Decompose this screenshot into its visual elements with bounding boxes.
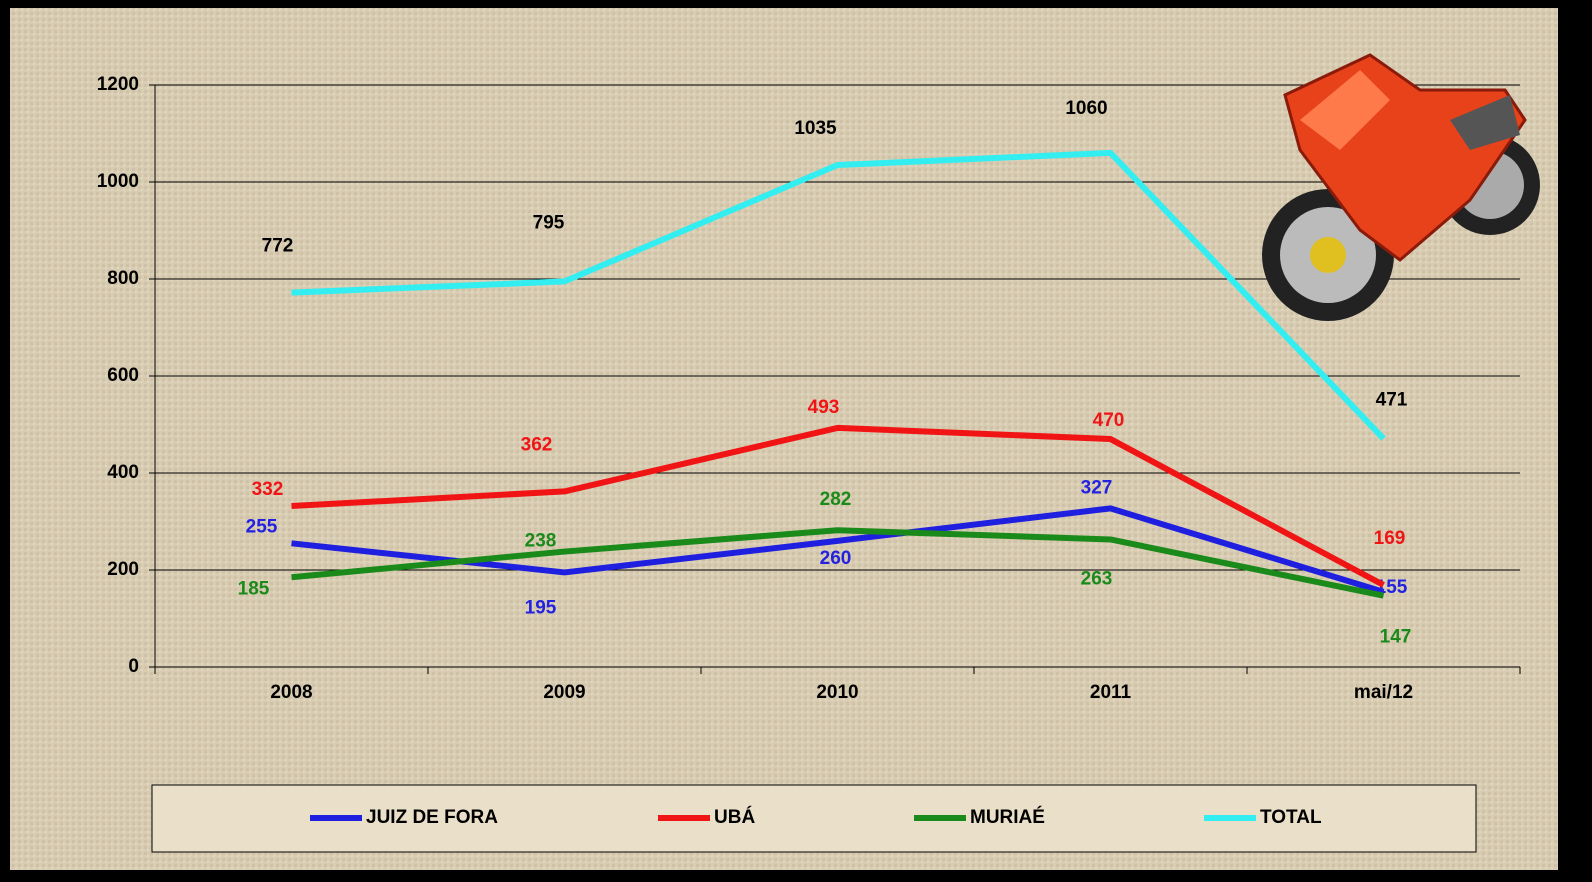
y-tick-label: 0 (128, 656, 139, 677)
data-label: 332 (252, 479, 284, 500)
legend-label: TOTAL (1260, 807, 1322, 828)
data-label: 1035 (794, 118, 837, 139)
data-label: 185 (238, 578, 270, 599)
y-tick-label: 200 (107, 559, 139, 580)
x-tick-label: 2009 (543, 682, 585, 703)
y-tick-label: 1000 (97, 171, 139, 192)
data-label: 470 (1093, 410, 1125, 431)
data-label: 260 (820, 548, 852, 569)
data-label: 1060 (1065, 98, 1107, 119)
y-tick-label: 600 (107, 365, 139, 386)
data-label: 195 (525, 597, 557, 618)
data-label: 493 (808, 397, 840, 418)
data-label: 327 (1081, 477, 1113, 498)
x-tick-label: 2008 (270, 682, 312, 703)
data-label: 263 (1081, 568, 1113, 589)
data-label: 169 (1374, 528, 1406, 549)
legend-label: JUIZ DE FORA (366, 807, 498, 828)
y-tick-label: 800 (107, 268, 139, 289)
x-tick-label: 2011 (1090, 682, 1132, 703)
x-tick-label: mai/12 (1354, 682, 1413, 703)
data-label: 772 (262, 236, 294, 257)
data-label: 471 (1376, 390, 1408, 411)
data-label: 147 (1380, 627, 1412, 648)
y-tick-label: 400 (107, 462, 139, 483)
data-label: 795 (533, 212, 565, 233)
data-label: 255 (246, 516, 278, 537)
y-tick-label: 1200 (97, 74, 139, 95)
legend-label: MURIAÉ (970, 806, 1045, 828)
data-label: 362 (521, 434, 553, 455)
x-tick-label: 2010 (816, 682, 858, 703)
chart: 0 200 400 600 800 1000 1200 2008 2009 2010 2011 mai… (0, 0, 1592, 882)
data-label: 282 (820, 489, 852, 510)
data-label: 238 (525, 531, 557, 552)
legend-label: UBÁ (714, 806, 755, 828)
